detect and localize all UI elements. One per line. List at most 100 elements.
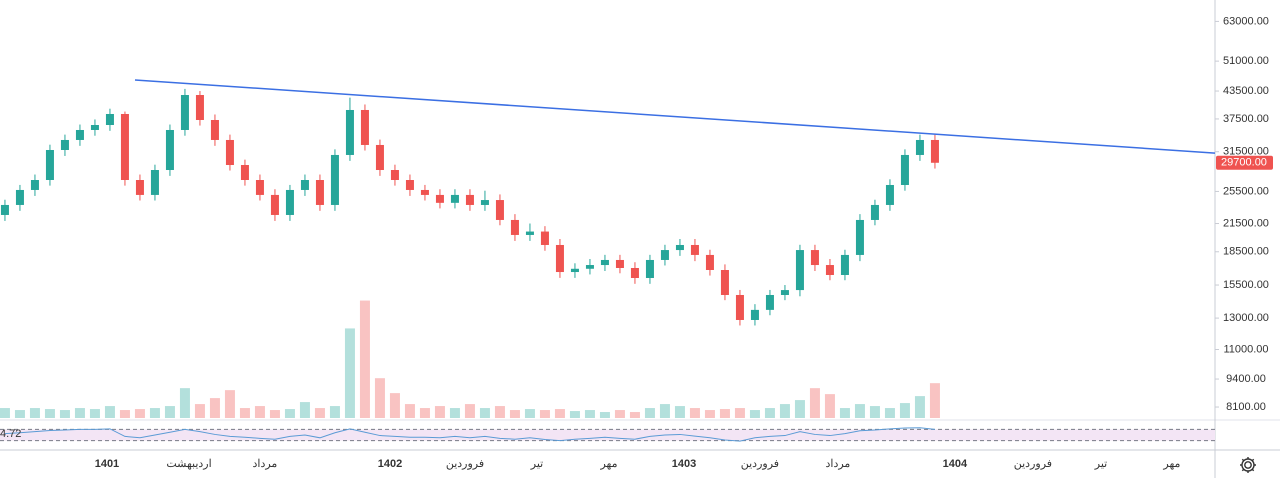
volume-bar bbox=[419, 408, 430, 418]
candle-body bbox=[690, 244, 699, 255]
candle-body bbox=[540, 231, 549, 245]
y-tick-label: 21500.00 bbox=[1223, 217, 1269, 229]
volume-bar bbox=[119, 410, 130, 418]
candle-body bbox=[60, 139, 69, 150]
candle-body bbox=[780, 290, 789, 295]
volume-bar bbox=[329, 406, 340, 418]
volume-bar bbox=[659, 404, 670, 418]
y-tick-label: 51000.00 bbox=[1223, 55, 1269, 67]
x-tick-label: 1403 bbox=[672, 458, 696, 470]
volume-bar bbox=[614, 410, 625, 418]
volume-bar bbox=[314, 408, 325, 418]
volume-bar bbox=[179, 388, 190, 418]
candle-body bbox=[210, 119, 219, 140]
candle-body bbox=[15, 189, 24, 205]
candle-body bbox=[825, 265, 834, 275]
candle-body bbox=[810, 250, 819, 266]
volume-bar bbox=[704, 410, 715, 418]
candle-body bbox=[315, 179, 324, 205]
candle-body bbox=[600, 259, 609, 266]
volume-bar bbox=[434, 406, 445, 418]
volume-bar bbox=[239, 408, 250, 418]
volume-bar bbox=[149, 408, 160, 418]
volume-bar bbox=[74, 408, 85, 418]
candle-body bbox=[270, 194, 279, 215]
x-tick-label: فروردین bbox=[741, 458, 779, 470]
volume-bar bbox=[269, 410, 280, 418]
volume-bar bbox=[794, 400, 805, 418]
trendline bbox=[134, 79, 1216, 154]
volume-bar bbox=[449, 408, 460, 418]
volume-bar bbox=[539, 410, 550, 418]
candle-body bbox=[645, 259, 654, 279]
volume-bar bbox=[899, 403, 910, 418]
candle-body bbox=[375, 144, 384, 171]
volume-bar bbox=[89, 409, 100, 418]
candle-body bbox=[915, 139, 924, 155]
volume-bar bbox=[749, 410, 760, 418]
x-tick-label: مهر bbox=[599, 458, 617, 470]
volume-bar bbox=[389, 393, 400, 418]
volume-bar bbox=[569, 411, 580, 418]
y-tick-label: 9400.00 bbox=[1226, 373, 1266, 385]
candle-body bbox=[705, 254, 714, 271]
candle-body bbox=[750, 309, 759, 320]
x-tick-label: مرداد bbox=[825, 458, 850, 470]
candle-body bbox=[795, 250, 804, 291]
candle-body bbox=[105, 113, 114, 126]
candle-body bbox=[495, 200, 504, 220]
indicator-line bbox=[4, 427, 936, 442]
candle-body bbox=[120, 113, 129, 180]
x-tick-label: فروردین bbox=[446, 458, 484, 470]
candle-body bbox=[255, 179, 264, 195]
volume-bar bbox=[464, 404, 475, 418]
volume-bar bbox=[0, 408, 10, 418]
candle-body bbox=[165, 129, 174, 171]
candle-body bbox=[870, 204, 879, 220]
candle-body bbox=[930, 139, 939, 163]
y-tick-label: 8100.00 bbox=[1226, 401, 1266, 413]
volume-bar bbox=[854, 404, 865, 418]
volume-bar bbox=[734, 408, 745, 418]
candle-body bbox=[570, 268, 579, 273]
candle-body bbox=[150, 170, 159, 195]
candle-body bbox=[405, 179, 414, 190]
volume-bar bbox=[884, 408, 895, 418]
volume-bar bbox=[104, 406, 115, 418]
volume-bar bbox=[479, 408, 490, 418]
candle-body bbox=[75, 129, 84, 140]
y-tick-label: 25500.00 bbox=[1223, 185, 1269, 197]
candle-body bbox=[30, 179, 39, 190]
volume-bar bbox=[404, 404, 415, 418]
volume-bar bbox=[824, 394, 835, 418]
candle-body bbox=[765, 294, 774, 310]
indicator-band bbox=[0, 429, 1215, 441]
settings-icon[interactable] bbox=[1240, 457, 1256, 473]
last-price-label: 29700.00 bbox=[1221, 157, 1267, 169]
volume-bar bbox=[299, 402, 310, 418]
candle-body bbox=[525, 231, 534, 235]
candle-body bbox=[0, 204, 9, 215]
y-tick-label: 31500.00 bbox=[1223, 146, 1269, 158]
volume-bar bbox=[134, 409, 145, 418]
candle-body bbox=[885, 184, 894, 205]
y-tick-label: 37500.00 bbox=[1223, 113, 1269, 125]
volume-bar bbox=[629, 412, 640, 418]
candle-body bbox=[660, 250, 669, 260]
volume-bar bbox=[914, 396, 925, 418]
candle-body bbox=[225, 139, 234, 166]
x-tick-label: 1404 bbox=[943, 458, 968, 470]
last-price-box bbox=[1216, 155, 1273, 170]
indicator-label: 4.72 bbox=[0, 428, 21, 440]
volume-bar bbox=[689, 408, 700, 418]
candle-body bbox=[300, 179, 309, 190]
candle-body bbox=[720, 270, 729, 295]
volume-bar bbox=[509, 410, 520, 418]
volume-bar bbox=[674, 406, 685, 418]
candle-body bbox=[855, 219, 864, 255]
volume-bar bbox=[344, 328, 355, 418]
volume-bar bbox=[44, 409, 55, 418]
plot-area bbox=[0, 88, 940, 418]
candle-body bbox=[195, 95, 204, 120]
